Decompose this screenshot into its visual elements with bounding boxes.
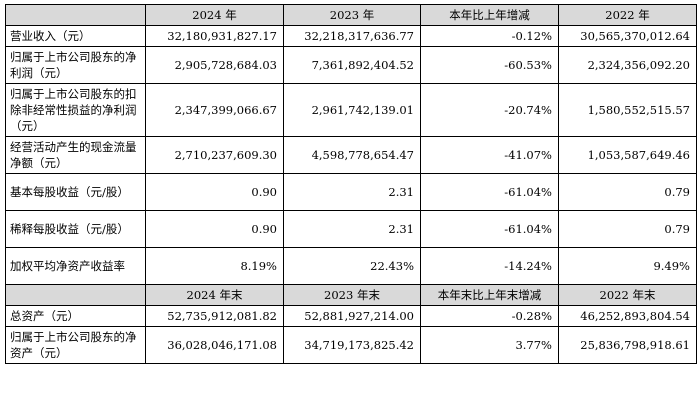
header-2022: 2022 年 <box>558 4 697 26</box>
row-label-revenue: 营业收入（元） <box>5 25 146 47</box>
table-row: 基本每股收益（元/股） 0.90 2.31 -61.04% 0.79 <box>5 173 697 211</box>
table-row: 总资产（元） 52,735,912,081.82 52,881,927,214.… <box>5 305 697 327</box>
table-cell: 30,565,370,012.64 <box>558 25 697 47</box>
header-2024-end: 2024 年末 <box>145 284 284 306</box>
table-cell: 2,710,237,609.30 <box>145 136 284 174</box>
table-cell: 9.49% <box>558 247 697 285</box>
row-label-net-assets: 归属于上市公司股东的净资产（元） <box>5 326 146 364</box>
table-cell: 32,218,317,636.77 <box>283 25 421 47</box>
table-cell: 7,361,892,404.52 <box>283 46 421 84</box>
table-cell: -20.74% <box>420 83 559 137</box>
table-row: 归属于上市公司股东的净利润（元） 2,905,728,684.03 7,361,… <box>5 46 697 84</box>
header-2024: 2024 年 <box>145 4 284 26</box>
table-cell: -14.24% <box>420 247 559 285</box>
table-row: 加权平均净资产收益率 8.19% 22.43% -14.24% 9.49% <box>5 247 697 285</box>
header-2023-end: 2023 年末 <box>283 284 421 306</box>
table-cell: 52,881,927,214.00 <box>283 305 421 327</box>
table-cell: 1,580,552,515.57 <box>558 83 697 137</box>
table-cell: 2,324,356,092.20 <box>558 46 697 84</box>
table-cell: 2,961,742,139.01 <box>283 83 421 137</box>
header-2022-end: 2022 年末 <box>558 284 697 306</box>
header-year-end-change: 本年末比上年末增减 <box>420 284 559 306</box>
table-row: 稀释每股收益（元/股） 0.90 2.31 -61.04% 0.79 <box>5 210 697 248</box>
row-label-weighted-roe: 加权平均净资产收益率 <box>5 247 146 285</box>
table-cell: 2,905,728,684.03 <box>145 46 284 84</box>
header-blank-cell <box>5 4 146 26</box>
table-cell: -0.28% <box>420 305 559 327</box>
table-row: 经营活动产生的现金流量净额（元） 2,710,237,609.30 4,598,… <box>5 136 697 174</box>
table-cell: 3.77% <box>420 326 559 364</box>
financial-summary-table: 2024 年 2023 年 本年比上年增减 2022 年 营业收入（元） 32,… <box>5 4 697 364</box>
table-cell: 0.79 <box>558 210 697 248</box>
header-row-annual: 2024 年 2023 年 本年比上年增减 2022 年 <box>5 4 697 26</box>
table-cell: 25,836,798,918.61 <box>558 326 697 364</box>
table-cell: 8.19% <box>145 247 284 285</box>
header-yoy-change: 本年比上年增减 <box>420 4 559 26</box>
table-cell: -61.04% <box>420 210 559 248</box>
row-label-operating-cash-flow: 经营活动产生的现金流量净额（元） <box>5 136 146 174</box>
table-row: 归属于上市公司股东的扣除非经常性损益的净利润（元） 2,347,399,066.… <box>5 83 697 137</box>
table-cell: 32,180,931,827.17 <box>145 25 284 47</box>
table-cell: 2.31 <box>283 210 421 248</box>
row-label-net-profit-excl-nonrecurring: 归属于上市公司股东的扣除非经常性损益的净利润（元） <box>5 83 146 137</box>
row-label-total-assets: 总资产（元） <box>5 305 146 327</box>
row-label-net-profit: 归属于上市公司股东的净利润（元） <box>5 46 146 84</box>
table-row: 营业收入（元） 32,180,931,827.17 32,218,317,636… <box>5 25 697 47</box>
table-cell: 0.90 <box>145 210 284 248</box>
table-cell: 2.31 <box>283 173 421 211</box>
table-cell: 22.43% <box>283 247 421 285</box>
table-cell: 0.90 <box>145 173 284 211</box>
row-label-basic-eps: 基本每股收益（元/股） <box>5 173 146 211</box>
header-blank-cell <box>5 284 146 306</box>
header-2023: 2023 年 <box>283 4 421 26</box>
table-cell: 36,028,046,171.08 <box>145 326 284 364</box>
table-row: 归属于上市公司股东的净资产（元） 36,028,046,171.08 34,71… <box>5 326 697 364</box>
table-cell: -61.04% <box>420 173 559 211</box>
table-cell: 0.79 <box>558 173 697 211</box>
table-cell: 2,347,399,066.67 <box>145 83 284 137</box>
table-cell: 46,252,893,804.54 <box>558 305 697 327</box>
table-cell: -0.12% <box>420 25 559 47</box>
table-cell: 34,719,173,825.42 <box>283 326 421 364</box>
header-row-year-end: 2024 年末 2023 年末 本年末比上年末增减 2022 年末 <box>5 284 697 306</box>
table-cell: 4,598,778,654.47 <box>283 136 421 174</box>
table-cell: -60.53% <box>420 46 559 84</box>
row-label-diluted-eps: 稀释每股收益（元/股） <box>5 210 146 248</box>
table-cell: -41.07% <box>420 136 559 174</box>
table-cell: 1,053,587,649.46 <box>558 136 697 174</box>
table-cell: 52,735,912,081.82 <box>145 305 284 327</box>
